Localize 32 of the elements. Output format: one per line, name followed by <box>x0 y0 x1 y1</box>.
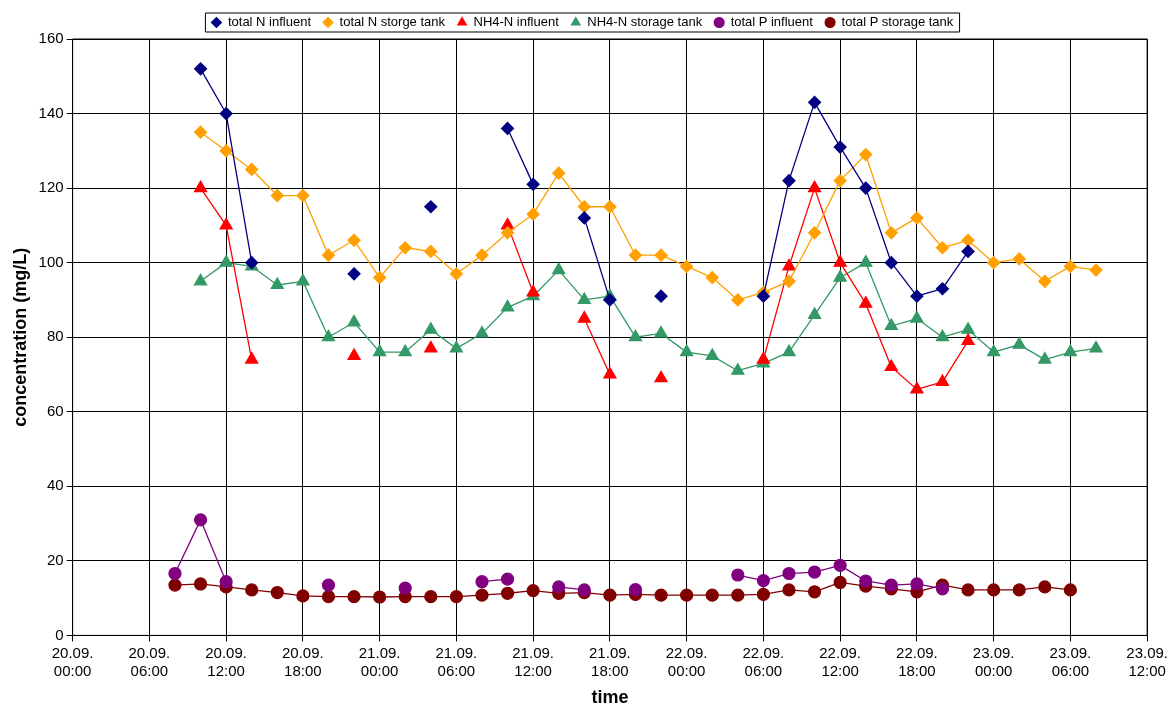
x-tick-label: 21.09. 18:00 <box>589 643 631 679</box>
x-tick-label: 21.09. 00:00 <box>358 643 401 679</box>
legend-label: total N influent <box>227 14 312 30</box>
x-tick-label: 21.09. 06:00 <box>435 643 478 679</box>
y-tick-label: 120 <box>38 178 64 196</box>
legend-label: NH4-N storage tank <box>587 14 703 30</box>
x-tick-label: 22.09. 18:00 <box>896 643 938 679</box>
x-tick-label: 22.09. 06:00 <box>742 643 785 679</box>
y-tick-label: 100 <box>38 252 64 270</box>
x-tick-label: 23.09. 12:00 <box>1126 643 1169 679</box>
y-tick-label: 20 <box>46 550 64 568</box>
legend-label: total N storge tank <box>339 14 446 30</box>
legend-label: total P influent <box>730 14 814 30</box>
legend-label: total P storage tank <box>841 14 954 30</box>
x-tick-label: 21.09. 12:00 <box>512 643 554 679</box>
y-tick-label: 160 <box>38 29 64 47</box>
x-tick-label: 23.09. 00:00 <box>972 643 1015 679</box>
x-tick-label: 23.09. 06:00 <box>1049 643 1092 679</box>
legend-label: NH4-N influent <box>473 14 560 30</box>
x-axis-title: time <box>591 687 629 708</box>
y-tick-label: 60 <box>46 401 64 419</box>
y-tick-label: 80 <box>46 327 64 345</box>
x-tick-label: 20.09. 18:00 <box>282 643 324 679</box>
y-axis-title: concentration (mg/L) <box>9 247 30 427</box>
y-tick-label: 0 <box>55 625 64 643</box>
x-tick-label: 22.09. 12:00 <box>819 643 861 679</box>
x-tick-label: 22.09. 00:00 <box>665 643 708 679</box>
x-tick-label: 20.09. 06:00 <box>128 643 171 679</box>
y-tick-label: 140 <box>38 103 64 121</box>
x-tick-label: 20.09. 12:00 <box>205 643 247 679</box>
x-tick-label: 20.09. 00:00 <box>51 643 94 679</box>
y-tick-label: 40 <box>46 476 64 494</box>
